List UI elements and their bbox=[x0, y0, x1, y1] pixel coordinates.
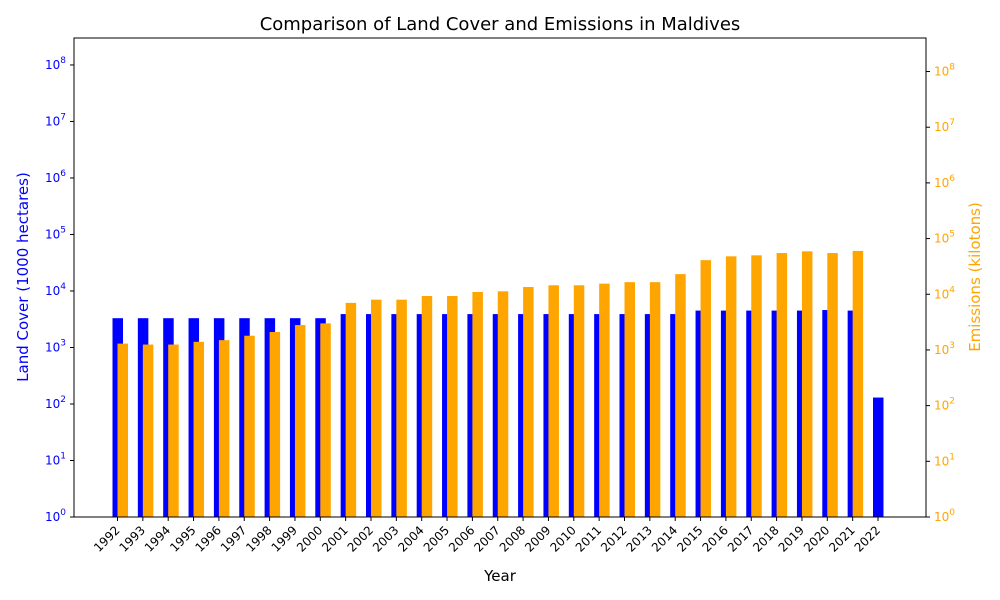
x-tick-label: 2020 bbox=[801, 523, 832, 554]
right-tick-label: 101 bbox=[934, 452, 955, 468]
x-tick-label: 2014 bbox=[649, 523, 680, 554]
emissions-bar-2007 bbox=[497, 291, 509, 517]
right-tick-label: 107 bbox=[934, 118, 955, 134]
land-cover-bar-2022 bbox=[873, 397, 884, 517]
right-tick-label: 102 bbox=[934, 397, 955, 413]
emissions-bar-2001 bbox=[345, 302, 357, 517]
emissions-bar-2000 bbox=[320, 323, 331, 517]
plot-area-frame bbox=[73, 37, 927, 518]
right-axis-label: Emissions (kilotons) bbox=[966, 202, 984, 352]
x-tick-label: 1998 bbox=[243, 523, 274, 554]
emissions-bar-2006 bbox=[472, 291, 483, 517]
emissions-bar-2015 bbox=[700, 260, 712, 517]
left-tick-label: 107 bbox=[45, 112, 66, 128]
x-tick-label: 1993 bbox=[116, 523, 147, 554]
emissions-bar-1992 bbox=[117, 343, 128, 517]
left-axis-label: Land Cover (1000 hectares) bbox=[14, 172, 32, 382]
x-tick-label: 2011 bbox=[573, 523, 604, 554]
emissions-bar-2005 bbox=[447, 296, 458, 517]
x-axis-ticks: 1992199319941995199619971998199920002001… bbox=[91, 517, 883, 555]
x-tick-label: 1994 bbox=[142, 523, 173, 554]
right-tick-label: 106 bbox=[934, 174, 955, 190]
emissions-bar-1999 bbox=[294, 325, 306, 517]
x-axis-label: Year bbox=[483, 567, 517, 585]
x-tick-label: 1995 bbox=[167, 523, 198, 554]
emissions-bar-1997 bbox=[244, 335, 255, 517]
chart-title: Comparison of Land Cover and Emissions i… bbox=[260, 14, 741, 35]
x-tick-label: 2012 bbox=[598, 523, 629, 554]
left-tick-label: 104 bbox=[45, 282, 66, 298]
right-tick-label: 108 bbox=[934, 63, 955, 79]
left-axis-ticks: 100 101 102 103 104 105 106 107 108 bbox=[45, 56, 74, 524]
x-tick-label: 2021 bbox=[826, 523, 857, 554]
emissions-bar-1996 bbox=[218, 340, 230, 517]
x-tick-label: 1999 bbox=[269, 523, 300, 554]
x-tick-label: 2022 bbox=[852, 523, 883, 554]
x-tick-label: 2018 bbox=[750, 523, 781, 554]
left-tick-label: 100 bbox=[45, 508, 66, 524]
emissions-bar-2017 bbox=[751, 255, 762, 517]
x-tick-label: 1992 bbox=[91, 523, 122, 554]
emissions-bar-2004 bbox=[421, 296, 433, 517]
left-tick-label: 101 bbox=[45, 451, 66, 467]
emissions-bar-2002 bbox=[371, 299, 382, 517]
emissions-bar-2020 bbox=[827, 253, 838, 518]
emissions-bars bbox=[117, 250, 864, 518]
x-tick-label: 2016 bbox=[700, 523, 731, 554]
x-tick-label: 2004 bbox=[395, 523, 426, 554]
emissions-bar-2016 bbox=[725, 256, 737, 517]
x-tick-label: 2000 bbox=[294, 523, 325, 554]
x-tick-label: 2006 bbox=[446, 523, 477, 554]
x-tick-label: 2003 bbox=[370, 523, 401, 554]
x-tick-label: 2002 bbox=[345, 523, 376, 554]
x-tick-label: 2013 bbox=[623, 523, 654, 554]
right-tick-label: 104 bbox=[934, 285, 955, 301]
x-tick-label: 2015 bbox=[674, 523, 705, 554]
x-tick-label: 1997 bbox=[218, 523, 249, 554]
x-tick-label: 2019 bbox=[776, 523, 807, 554]
x-tick-label: 2017 bbox=[725, 523, 756, 554]
left-tick-label: 102 bbox=[45, 395, 66, 411]
left-tick-label: 108 bbox=[45, 56, 66, 72]
right-tick-label: 103 bbox=[934, 341, 955, 357]
emissions-bar-2011 bbox=[599, 283, 610, 517]
emissions-bar-2019 bbox=[801, 251, 813, 517]
x-tick-label: 2007 bbox=[471, 523, 502, 554]
emissions-bar-2014 bbox=[675, 274, 686, 517]
left-tick-label: 106 bbox=[45, 169, 66, 185]
emissions-bar-2003 bbox=[396, 299, 407, 517]
emissions-bar-2018 bbox=[776, 253, 788, 518]
left-tick-label: 105 bbox=[45, 225, 66, 241]
left-tick-label: 103 bbox=[45, 338, 66, 354]
emissions-bar-2008 bbox=[523, 287, 534, 517]
right-tick-label: 100 bbox=[934, 508, 955, 524]
right-axis-ticks: 100 101 102 103 104 105 106 107 108 bbox=[926, 63, 955, 524]
emissions-bar-1994 bbox=[168, 344, 179, 517]
emissions-bar-2021 bbox=[852, 250, 864, 517]
x-tick-label: 2001 bbox=[319, 523, 350, 554]
emissions-bar-2013 bbox=[649, 282, 661, 517]
x-tick-label: 2009 bbox=[522, 523, 553, 554]
emissions-bar-2009 bbox=[548, 285, 559, 517]
x-tick-label: 2005 bbox=[421, 523, 452, 554]
x-tick-label: 2010 bbox=[547, 523, 578, 554]
emissions-bar-2012 bbox=[624, 282, 635, 517]
x-tick-label: 1996 bbox=[193, 523, 224, 554]
emissions-bar-2010 bbox=[573, 285, 585, 517]
right-tick-label: 105 bbox=[934, 230, 955, 246]
emissions-bar-1995 bbox=[193, 341, 205, 517]
emissions-bar-1993 bbox=[142, 344, 154, 517]
x-tick-label: 2008 bbox=[497, 523, 528, 554]
emissions-bar-1998 bbox=[269, 332, 281, 517]
